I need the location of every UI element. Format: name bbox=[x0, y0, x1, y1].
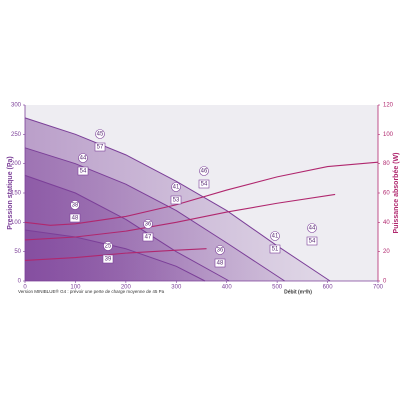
annotation-box-label: 54 bbox=[80, 169, 87, 175]
annotation-box-label: 51 bbox=[272, 247, 279, 253]
annotation-circle bbox=[95, 129, 105, 139]
power-curve bbox=[24, 161, 379, 226]
y2-tick-label: 100 bbox=[383, 132, 394, 138]
annotation-circle-label: 46 bbox=[201, 169, 208, 175]
y2-tick-label: 40 bbox=[383, 220, 390, 226]
annotation-box bbox=[69, 213, 81, 223]
pressure-curve bbox=[24, 229, 206, 282]
pressure-curve bbox=[24, 174, 230, 282]
annotation-circle-label: 45 bbox=[97, 132, 104, 138]
curve-fill bbox=[25, 229, 206, 281]
annotation-circle-label: 25 bbox=[105, 244, 112, 250]
annotation-box-label: 57 bbox=[97, 145, 104, 151]
x-tick-label: 700 bbox=[373, 285, 384, 291]
annotation-circle bbox=[215, 245, 225, 255]
pressure-curve bbox=[24, 147, 285, 282]
annotation-box bbox=[170, 195, 182, 205]
x-tick-label: 100 bbox=[70, 285, 81, 291]
annotation-circle-label: 38 bbox=[72, 203, 79, 209]
power-curve bbox=[24, 193, 336, 241]
annotation-box-label: 53 bbox=[173, 198, 180, 204]
y2-tick-label: 80 bbox=[383, 161, 390, 167]
power-curve bbox=[24, 248, 207, 262]
y-tick-label: 150 bbox=[11, 191, 22, 197]
x-tick-label: 600 bbox=[323, 285, 334, 291]
annotation-circle-label: 44 bbox=[80, 156, 87, 162]
annotation-box bbox=[306, 236, 318, 246]
annotation-circle bbox=[143, 219, 153, 229]
annotation-box-label: 54 bbox=[309, 239, 316, 245]
annotation-box bbox=[198, 179, 210, 189]
x-tick-label: 0 bbox=[23, 285, 27, 291]
y-tick-label: 0 bbox=[18, 279, 22, 285]
annotation-box bbox=[77, 166, 89, 176]
annotation-box-label: 48 bbox=[72, 216, 79, 222]
annotation-circle bbox=[270, 231, 280, 241]
annotation-box bbox=[142, 232, 154, 242]
annotation-circle bbox=[103, 241, 113, 251]
y2-tick-label: 60 bbox=[383, 191, 390, 197]
annotation-box bbox=[94, 142, 106, 152]
annotation-circle bbox=[78, 153, 88, 163]
x-tick-label: 400 bbox=[222, 285, 233, 291]
y2-tick-label: 120 bbox=[383, 103, 394, 109]
y-axis-label: Pression statique (Pa) bbox=[7, 156, 14, 230]
annotation-box-label: 48 bbox=[217, 261, 224, 267]
annotation-circle-label: 44 bbox=[309, 226, 316, 232]
footnote: Version MINIBLUE® G4 : prévoir une perte… bbox=[18, 288, 165, 294]
y-tick-label: 50 bbox=[14, 249, 21, 255]
y2-axis-label: Puissance absorbée (W) bbox=[393, 153, 400, 234]
annotation-box bbox=[269, 244, 281, 254]
x-tick-label: 200 bbox=[121, 285, 132, 291]
y-tick-label: 300 bbox=[11, 103, 22, 109]
annotation-circle-label: 41 bbox=[173, 185, 180, 191]
x-tick-label: 300 bbox=[171, 285, 182, 291]
annotation-circle-label: 36 bbox=[217, 248, 224, 254]
y2-tick-label: 20 bbox=[383, 249, 390, 255]
y-tick-label: 250 bbox=[11, 132, 22, 138]
x-tick-label: 500 bbox=[272, 285, 283, 291]
annotation-circle bbox=[70, 200, 80, 210]
annotation-box-label: 54 bbox=[201, 182, 208, 188]
x-axis-label: Débit (m³/h) bbox=[284, 289, 312, 295]
y2-tick-label: 0 bbox=[383, 279, 387, 285]
annotation-circle bbox=[171, 182, 181, 192]
annotation-circle bbox=[307, 223, 317, 233]
annotation-circle-label: 36 bbox=[145, 222, 152, 228]
annotation-box bbox=[102, 254, 114, 264]
y-tick-label: 100 bbox=[11, 220, 22, 226]
annotation-circle-label: 41 bbox=[272, 234, 279, 240]
annotation-box-label: 39 bbox=[105, 257, 112, 263]
annotation-box bbox=[214, 258, 226, 268]
annotation-box-label: 47 bbox=[145, 235, 152, 241]
annotation-circle bbox=[199, 166, 209, 176]
y-tick-label: 200 bbox=[11, 161, 22, 167]
